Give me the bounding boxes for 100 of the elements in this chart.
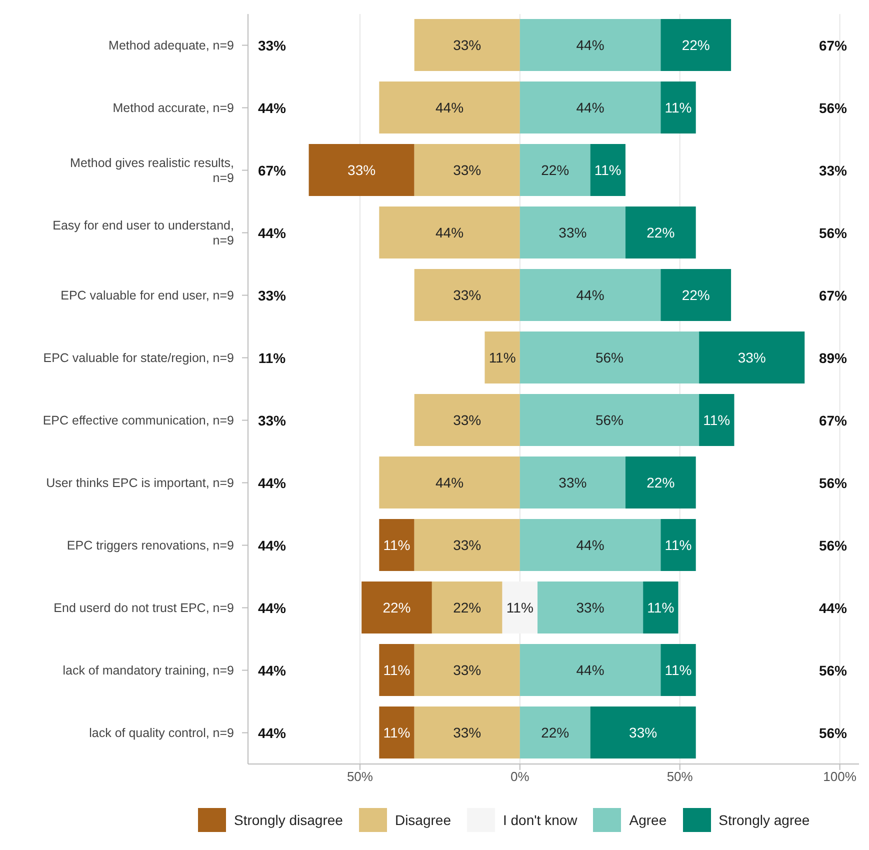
data-label: 11% bbox=[506, 600, 534, 616]
data-label: 11% bbox=[664, 537, 692, 553]
bar bbox=[520, 644, 661, 696]
data-label: 22% bbox=[646, 474, 675, 490]
annotation: 44% bbox=[258, 224, 287, 241]
data-label: 11% bbox=[383, 724, 410, 740]
data-label: 44% bbox=[436, 474, 464, 490]
y-tick-label: Easy for end user to understand, n=9 bbox=[52, 218, 234, 248]
bar bbox=[414, 144, 520, 196]
bar bbox=[502, 582, 538, 634]
x-tick-label: 0% bbox=[510, 769, 530, 784]
bar bbox=[520, 269, 661, 321]
data-label: 11% bbox=[664, 100, 692, 116]
bar bbox=[660, 644, 696, 696]
bar bbox=[699, 332, 805, 384]
bar bbox=[520, 456, 626, 508]
bar bbox=[660, 82, 696, 134]
legend-label: Disagree bbox=[394, 812, 451, 828]
y-tick-label: End userd do not trust EPC, n=9 bbox=[54, 600, 234, 615]
legend-label: Strongly agree bbox=[718, 812, 810, 828]
bar bbox=[660, 519, 696, 571]
data-label: 33% bbox=[629, 724, 658, 740]
annotation: 56% bbox=[818, 224, 848, 241]
data-label: 44% bbox=[576, 287, 604, 303]
data-label: 33% bbox=[453, 662, 482, 678]
data-label: 11% bbox=[383, 537, 410, 553]
annotation: 11% bbox=[258, 350, 286, 366]
data-label: 33% bbox=[453, 37, 482, 53]
bar bbox=[414, 706, 520, 758]
annotation: 44% bbox=[258, 724, 287, 741]
annotation: 33% bbox=[818, 162, 848, 178]
annotation: 44% bbox=[258, 474, 287, 491]
annotation: 33% bbox=[258, 287, 287, 304]
data-label: 33% bbox=[558, 224, 587, 240]
bar bbox=[379, 206, 520, 258]
bar bbox=[432, 582, 502, 634]
x-tick-label: 50% bbox=[346, 769, 374, 784]
y-tick-label: lack of mandatory training, n=9 bbox=[62, 663, 234, 678]
data-label: 33% bbox=[738, 350, 766, 366]
annotation: 56% bbox=[818, 100, 848, 116]
data-label: 33% bbox=[453, 724, 482, 740]
bar bbox=[379, 706, 414, 758]
data-label: 44% bbox=[576, 100, 604, 116]
data-label: 22% bbox=[541, 162, 570, 178]
data-label: 22% bbox=[382, 600, 411, 616]
annotation: 44% bbox=[818, 600, 848, 616]
legend-label: Agree bbox=[629, 812, 667, 828]
data-label: 22% bbox=[682, 287, 710, 303]
bar bbox=[379, 82, 520, 134]
data-label: 22% bbox=[453, 600, 482, 616]
bar bbox=[414, 644, 520, 696]
data-label: 33% bbox=[558, 474, 587, 490]
bar bbox=[660, 19, 732, 71]
data-label: 44% bbox=[576, 37, 604, 53]
y-tick-label: Method gives realistic results, n=9 bbox=[70, 156, 234, 185]
bar bbox=[414, 19, 520, 71]
bar bbox=[520, 206, 626, 258]
legend-label: I don't know bbox=[502, 812, 578, 828]
data-label: 11% bbox=[383, 662, 410, 678]
data-label: 56% bbox=[595, 350, 624, 366]
bar bbox=[379, 519, 414, 571]
annotation: 67% bbox=[818, 412, 848, 428]
bar bbox=[699, 394, 734, 446]
data-label: 44% bbox=[436, 100, 464, 116]
annotation: 44% bbox=[258, 600, 287, 616]
annotation: 89% bbox=[818, 350, 848, 366]
data-label: 44% bbox=[576, 537, 604, 553]
data-label: 33% bbox=[453, 412, 482, 428]
data-label: 11% bbox=[594, 162, 622, 178]
data-label: 56% bbox=[595, 412, 624, 428]
y-tick-label: EPC valuable for state/region, n=9 bbox=[43, 350, 234, 365]
bar bbox=[362, 582, 432, 634]
data-label: 33% bbox=[453, 162, 482, 178]
data-label: 11% bbox=[703, 412, 730, 428]
bar bbox=[520, 394, 700, 446]
y-tick-label: Method adequate, n=9 bbox=[108, 38, 234, 52]
y-tick-label: Method accurate, n=9 bbox=[112, 100, 234, 115]
annotation: 56% bbox=[818, 474, 848, 491]
data-label: 33% bbox=[453, 537, 482, 553]
annotation: 56% bbox=[818, 537, 848, 554]
y-tick-label: EPC valuable for end user, n=9 bbox=[60, 288, 234, 302]
data-label: 22% bbox=[682, 37, 710, 53]
bar bbox=[643, 582, 678, 634]
annotation: 67% bbox=[818, 287, 848, 304]
bar bbox=[414, 519, 520, 571]
bar bbox=[379, 456, 520, 508]
annotation: 56% bbox=[818, 724, 848, 741]
bar bbox=[538, 582, 644, 634]
data-label: 33% bbox=[576, 600, 604, 616]
data-label: 11% bbox=[488, 350, 516, 366]
bar bbox=[414, 269, 520, 321]
annotation: 44% bbox=[258, 537, 287, 554]
x-tick-label: 100% bbox=[823, 769, 857, 784]
data-label: 22% bbox=[646, 224, 675, 240]
annotation: 67% bbox=[818, 37, 848, 54]
data-label: 11% bbox=[647, 600, 674, 616]
annotation: 44% bbox=[258, 662, 287, 678]
bar bbox=[625, 456, 696, 508]
bar bbox=[590, 144, 626, 196]
y-tick-label: EPC triggers renovations, n=9 bbox=[66, 538, 234, 552]
